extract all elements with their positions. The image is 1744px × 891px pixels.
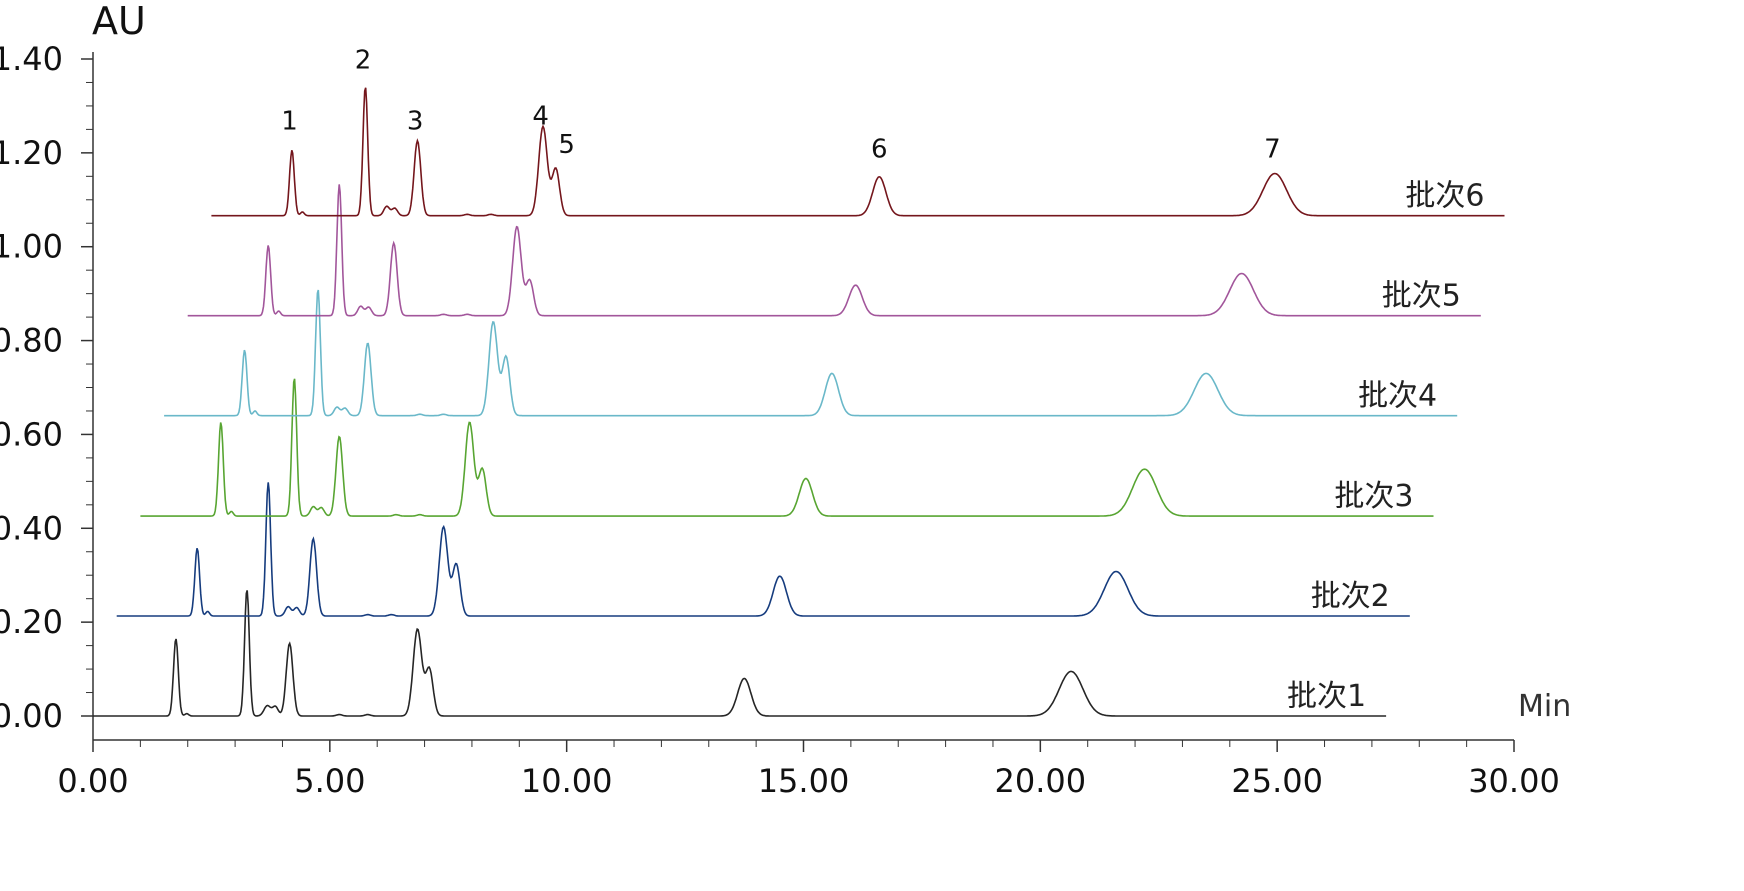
x-tick-label: 25.00: [1231, 762, 1323, 800]
x-tick-label: 0.00: [57, 762, 128, 800]
x-axis-unit: Min: [1518, 689, 1571, 724]
axes: 0.00 0.20 0.40 0.60 0.80 1.00 1.20 1.40 0.00 5.00…: [0, 40, 1560, 800]
series-trace: [211, 87, 1505, 217]
peak-number-label: 6: [871, 135, 888, 165]
y-axis-title: AU: [92, 0, 146, 43]
y-tick-label: 1.00: [0, 228, 63, 266]
series-label: 批次2: [1311, 579, 1390, 614]
x-tick-label: 30.00: [1468, 762, 1560, 800]
series-trace: [93, 590, 1387, 717]
series-group: [93, 87, 1505, 717]
series-label: 批次4: [1358, 379, 1437, 414]
series-trace: [116, 482, 1410, 617]
x-tick-label: 10.00: [521, 762, 613, 800]
y-tick-label: 0.00: [0, 697, 63, 735]
series-trace: [164, 289, 1458, 417]
peak-number-label: 4: [532, 102, 549, 132]
series-trace: [140, 378, 1434, 517]
series-label: 批次6: [1405, 179, 1484, 214]
x-tick-label: 5.00: [294, 762, 365, 800]
series-label: 批次5: [1382, 279, 1461, 314]
y-tick-label: 1.20: [0, 134, 63, 172]
peak-number-label: 5: [558, 130, 575, 160]
peak-number-label: 2: [355, 45, 372, 75]
peak-number-label: 7: [1264, 135, 1281, 165]
x-tick-label: 15.00: [758, 762, 850, 800]
x-tick-label: 20.00: [995, 762, 1087, 800]
y-tick-label: 0.60: [0, 415, 63, 453]
y-tick-label: 0.80: [0, 322, 63, 360]
peak-number-label: 1: [281, 106, 298, 136]
series-label: 批次1: [1287, 679, 1366, 714]
series-trace: [187, 184, 1481, 317]
y-tick-label: 1.40: [0, 40, 63, 78]
y-tick-label: 0.20: [0, 603, 63, 641]
peak-number-label: 3: [407, 106, 424, 136]
series-label: 批次3: [1334, 479, 1413, 514]
labels-group: 批次1 批次2 批次3 批次4 批次5 批次6 1 2 3 45 6 7: [281, 45, 1484, 714]
y-tick-label: 0.40: [0, 509, 63, 547]
